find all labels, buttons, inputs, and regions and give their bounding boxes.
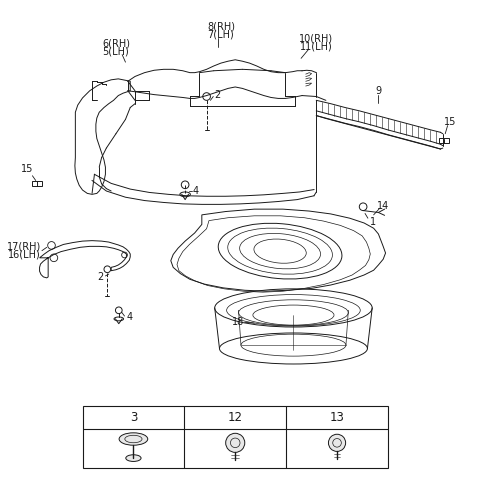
Text: 2: 2 xyxy=(214,90,220,100)
Circle shape xyxy=(181,181,189,188)
Circle shape xyxy=(104,266,111,273)
Circle shape xyxy=(328,434,346,451)
Text: 2: 2 xyxy=(97,272,104,282)
Circle shape xyxy=(116,307,122,314)
Text: 12: 12 xyxy=(228,411,243,424)
Text: 7(LH): 7(LH) xyxy=(207,30,234,39)
Text: 15: 15 xyxy=(22,164,34,174)
Text: 6(RH): 6(RH) xyxy=(102,38,130,48)
Text: 4: 4 xyxy=(126,313,132,322)
Text: 18: 18 xyxy=(231,317,244,327)
Text: 4: 4 xyxy=(193,187,199,196)
Circle shape xyxy=(226,433,245,452)
Ellipse shape xyxy=(119,433,148,445)
Text: 9: 9 xyxy=(375,86,382,96)
Text: 10(RH): 10(RH) xyxy=(300,33,334,43)
Text: 14: 14 xyxy=(377,201,389,211)
Text: 1: 1 xyxy=(370,217,376,227)
Text: 5(LH): 5(LH) xyxy=(103,46,129,56)
Bar xyxy=(83,406,388,468)
Text: 8(RH): 8(RH) xyxy=(207,21,235,31)
Bar xyxy=(33,181,42,186)
Circle shape xyxy=(203,93,210,100)
Circle shape xyxy=(360,203,367,210)
Text: 13: 13 xyxy=(330,411,345,424)
Bar xyxy=(440,137,449,143)
Text: 17(RH): 17(RH) xyxy=(7,242,41,252)
Text: 16(LH): 16(LH) xyxy=(8,249,41,260)
Ellipse shape xyxy=(114,317,123,321)
Ellipse shape xyxy=(180,192,191,197)
Text: 15: 15 xyxy=(444,117,456,127)
Ellipse shape xyxy=(126,455,141,462)
Text: 3: 3 xyxy=(130,411,137,424)
Text: 11(LH): 11(LH) xyxy=(300,41,333,52)
